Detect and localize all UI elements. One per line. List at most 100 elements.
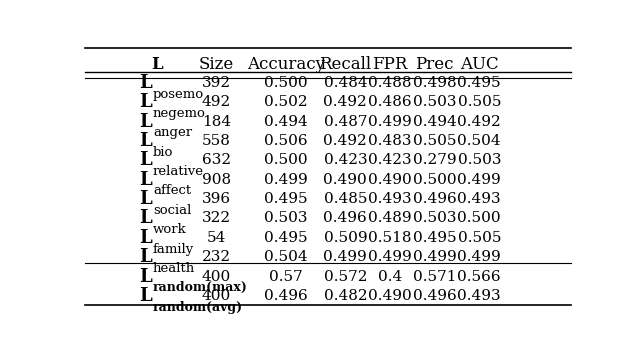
Text: 0.500: 0.500 [458, 211, 501, 226]
Text: Recall: Recall [319, 56, 371, 73]
Text: 0.503: 0.503 [264, 211, 308, 226]
Text: bio: bio [153, 146, 173, 159]
Text: L: L [139, 93, 152, 111]
Text: 0.496: 0.496 [323, 211, 367, 226]
Text: L: L [151, 56, 163, 73]
Text: 0.493: 0.493 [458, 192, 501, 206]
Text: L: L [139, 229, 152, 247]
Text: 0.483: 0.483 [368, 134, 412, 148]
Text: 0.499: 0.499 [368, 115, 412, 129]
Text: 0.482: 0.482 [324, 289, 367, 303]
Text: 0.485: 0.485 [324, 192, 367, 206]
Text: L: L [139, 132, 152, 150]
Text: L: L [139, 209, 152, 227]
Text: 632: 632 [202, 153, 231, 167]
Text: 0.571: 0.571 [413, 270, 456, 284]
Text: 232: 232 [202, 250, 231, 264]
Text: 0.502: 0.502 [264, 95, 308, 109]
Text: 0.4: 0.4 [378, 270, 402, 284]
Text: 0.503: 0.503 [413, 95, 456, 109]
Text: 184: 184 [202, 115, 231, 129]
Text: 0.493: 0.493 [458, 289, 501, 303]
Text: 0.499: 0.499 [458, 173, 501, 187]
Text: 0.509: 0.509 [324, 231, 367, 245]
Text: L: L [139, 112, 152, 130]
Text: 0.518: 0.518 [368, 231, 412, 245]
Text: Prec: Prec [415, 56, 454, 73]
Text: AUC: AUC [460, 56, 499, 73]
Text: 0.503: 0.503 [413, 211, 456, 226]
Text: 0.498: 0.498 [413, 76, 456, 90]
Text: 0.423: 0.423 [324, 153, 367, 167]
Text: 0.499: 0.499 [413, 250, 456, 264]
Text: 54: 54 [207, 231, 226, 245]
Text: 0.506: 0.506 [264, 134, 308, 148]
Text: 0.484: 0.484 [324, 76, 367, 90]
Text: work: work [153, 223, 187, 236]
Text: random(avg): random(avg) [153, 301, 243, 314]
Text: L: L [139, 267, 152, 285]
Text: L: L [139, 190, 152, 208]
Text: 492: 492 [202, 95, 231, 109]
Text: 0.490: 0.490 [323, 173, 367, 187]
Text: 0.499: 0.499 [368, 250, 412, 264]
Text: anger: anger [153, 126, 192, 139]
Text: 0.493: 0.493 [368, 192, 412, 206]
Text: 0.492: 0.492 [458, 115, 501, 129]
Text: 0.490: 0.490 [368, 289, 412, 303]
Text: 0.495: 0.495 [458, 76, 501, 90]
Text: 558: 558 [202, 134, 231, 148]
Text: 0.499: 0.499 [458, 250, 501, 264]
Text: 0.505: 0.505 [458, 95, 501, 109]
Text: 0.423: 0.423 [368, 153, 412, 167]
Text: 0.505: 0.505 [413, 134, 456, 148]
Text: Size: Size [199, 56, 234, 73]
Text: L: L [139, 151, 152, 169]
Text: posemo: posemo [153, 88, 204, 101]
Text: negemo: negemo [153, 107, 206, 120]
Text: 0.496: 0.496 [413, 192, 456, 206]
Text: family: family [153, 243, 194, 256]
Text: 0.500: 0.500 [264, 76, 308, 90]
Text: 0.495: 0.495 [264, 231, 308, 245]
Text: 0.500: 0.500 [413, 173, 456, 187]
Text: 0.488: 0.488 [368, 76, 412, 90]
Text: 322: 322 [202, 211, 231, 226]
Text: random(max): random(max) [153, 281, 248, 294]
Text: health: health [153, 262, 195, 275]
Text: L: L [139, 287, 152, 305]
Text: 0.57: 0.57 [269, 270, 303, 284]
Text: 0.492: 0.492 [323, 134, 367, 148]
Text: affect: affect [153, 184, 191, 198]
Text: 0.499: 0.499 [323, 250, 367, 264]
Text: 0.500: 0.500 [264, 153, 308, 167]
Text: L: L [139, 248, 152, 266]
Text: FPR: FPR [372, 56, 408, 73]
Text: 0.504: 0.504 [264, 250, 308, 264]
Text: 0.572: 0.572 [324, 270, 367, 284]
Text: social: social [153, 204, 191, 217]
Text: 0.566: 0.566 [458, 270, 501, 284]
Text: 0.505: 0.505 [458, 231, 501, 245]
Text: relative: relative [153, 165, 204, 178]
Text: 0.489: 0.489 [368, 211, 412, 226]
Text: 0.495: 0.495 [264, 192, 308, 206]
Text: 392: 392 [202, 76, 231, 90]
Text: 0.495: 0.495 [413, 231, 456, 245]
Text: 0.490: 0.490 [368, 173, 412, 187]
Text: 0.503: 0.503 [458, 153, 501, 167]
Text: 908: 908 [202, 173, 231, 187]
Text: 0.492: 0.492 [323, 95, 367, 109]
Text: 0.496: 0.496 [264, 289, 308, 303]
Text: L: L [139, 171, 152, 189]
Text: 0.487: 0.487 [324, 115, 367, 129]
Text: 0.504: 0.504 [458, 134, 501, 148]
Text: 0.486: 0.486 [368, 95, 412, 109]
Text: 0.494: 0.494 [413, 115, 456, 129]
Text: L: L [139, 74, 152, 92]
Text: 400: 400 [202, 289, 231, 303]
Text: 0.494: 0.494 [264, 115, 308, 129]
Text: Accuracy: Accuracy [247, 56, 325, 73]
Text: 396: 396 [202, 192, 231, 206]
Text: 400: 400 [202, 270, 231, 284]
